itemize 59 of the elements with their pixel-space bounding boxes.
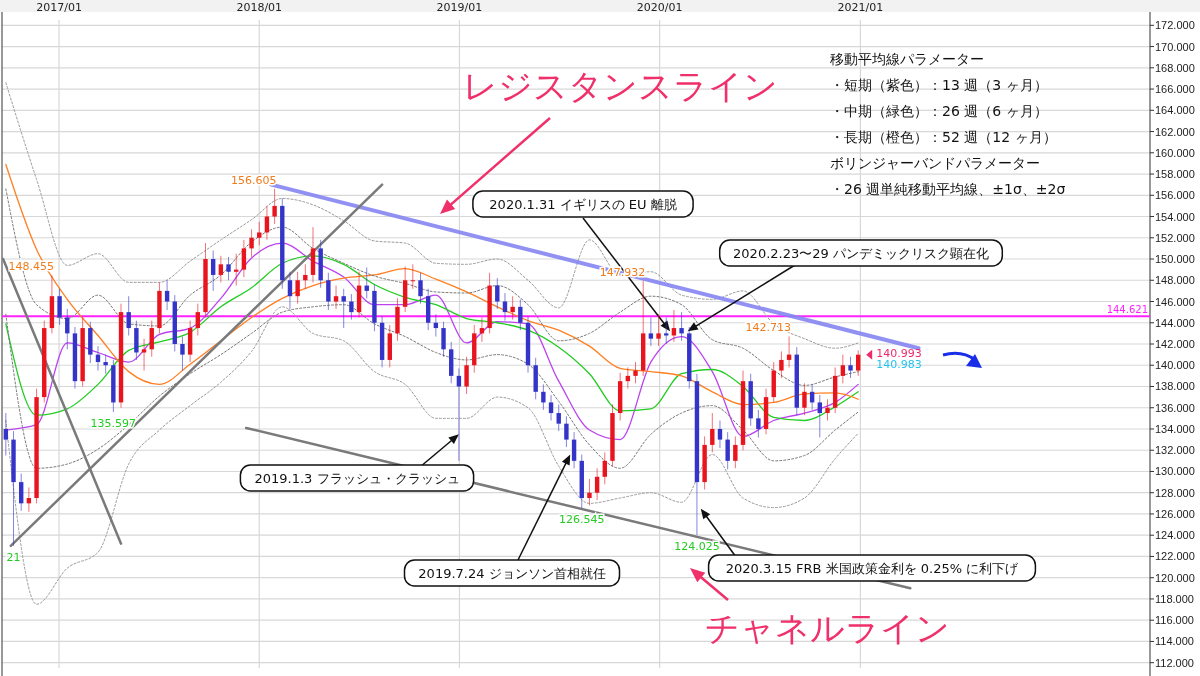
annotation: 124.025 (674, 539, 720, 553)
annotation: 21 (6, 550, 21, 564)
y-tick-label: 140.000 (1155, 359, 1195, 372)
y-tick-label: 142.000 (1155, 338, 1195, 350)
y-tick-label: 156.000 (1155, 189, 1195, 202)
annotation: 2019.7.24 ジョンソン首相就任 (418, 565, 606, 581)
x-tick-label: 2020/01 (636, 1, 683, 14)
line-series (5, 242, 859, 441)
y-tick-label: 138.000 (1155, 380, 1195, 393)
annotation: 2020.3.15 FRB 米国政策金利を 0.25% に利下げ (725, 560, 1020, 576)
annotation: ・長期（橙色）：52 週（12 ヶ月） (830, 129, 1057, 145)
annotation: 156.605 (231, 173, 277, 187)
y-tick-label: 118.000 (1155, 592, 1194, 605)
annotation: 140.993 (876, 346, 922, 360)
y-tick-label: 162.000 (1155, 125, 1195, 138)
annotation: 移動平均線パラメーター (830, 51, 984, 67)
x-tick-label: 2019/01 (436, 1, 483, 14)
annotation: ボリンジャーバンドパラメーター (830, 155, 1040, 171)
y-tick-label: 124.000 (1155, 529, 1195, 542)
annotation: 2020.2.23〜29 パンデミックリスク顕在化 (733, 245, 989, 261)
y-tick-label: 116.000 (1155, 614, 1194, 627)
x-tick-label: 2018/01 (236, 1, 283, 14)
annotation: ・26 週単純移動平均線、±1σ、±2σ (830, 181, 1066, 197)
annotation: 2019.1.3 フラッシュ・クラッシュ (254, 470, 460, 486)
annotation: 140.983 (876, 357, 922, 371)
y-tick-label: 164.000 (1155, 104, 1195, 117)
y-tick-label: 166.000 (1155, 83, 1195, 96)
annotation: 135.597 (90, 417, 137, 431)
y-tick-label: 146.000 (1155, 295, 1195, 308)
y-tick-label: 144.000 (1155, 316, 1195, 329)
y-tick-label: 168.000 (1155, 61, 1195, 74)
y-tick-label: 114.000 (1155, 635, 1194, 648)
annotation: チャネルライン (704, 608, 950, 648)
y-tick-label: 170.000 (1155, 40, 1195, 53)
y-tick-label: 154.000 (1155, 210, 1195, 223)
y-tick-label: 134.000 (1155, 422, 1195, 435)
ref-line-label: 144.621 (1106, 304, 1148, 316)
y-tick-label: 158.000 (1155, 168, 1195, 181)
y-tick-label: 132.000 (1155, 444, 1195, 457)
y-tick-label: 112.000 (1155, 656, 1194, 669)
y-tick-label: 148.000 (1155, 274, 1195, 287)
annotation: ・中期（緑色）：26 週（6 ヶ月） (830, 103, 1048, 119)
x-tick-label: 2021/01 (837, 1, 884, 14)
annotation: レジスタンスライン (462, 66, 778, 106)
y-tick-label: 150.000 (1155, 253, 1195, 266)
annotation: 126.545 (559, 513, 605, 527)
y-tick-label: 128.000 (1155, 486, 1195, 499)
y-tick-label: 152.000 (1155, 231, 1195, 244)
y-tick-label: 160.000 (1155, 146, 1195, 159)
y-tick-label: 126.000 (1155, 507, 1195, 520)
annotation: 142.713 (745, 321, 792, 335)
y-tick-label: 136.000 (1155, 401, 1195, 414)
y-tick-label: 122.000 (1155, 550, 1195, 563)
y-tick-label: 172.000 (1155, 19, 1195, 32)
x-tick-label: 2017/01 (36, 1, 82, 14)
y-tick-label: 130.000 (1155, 465, 1195, 478)
y-tick-label: 120.000 (1155, 571, 1195, 584)
annotation: 2020.1.31 イギリスの EU 離脱 (489, 196, 677, 212)
annotation: ・短期（紫色）：13 週（3 ヶ月） (830, 77, 1048, 93)
